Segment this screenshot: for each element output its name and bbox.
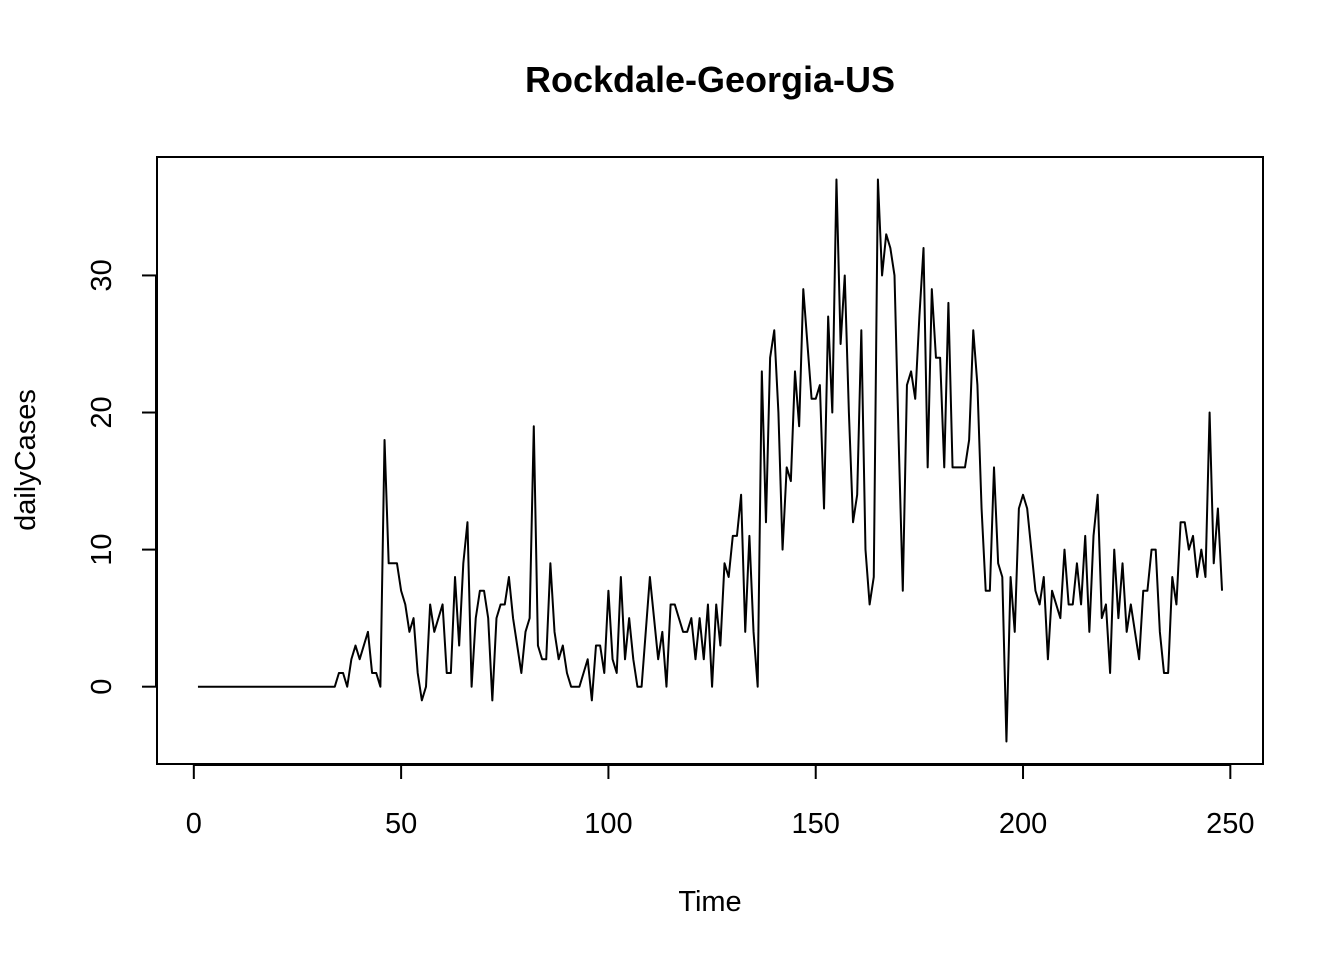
y-axis: 0 10 20 30 — [86, 259, 157, 695]
x-axis: 0 50 100 150 200 250 — [186, 764, 1255, 840]
y-tick-label: 20 — [86, 396, 118, 428]
y-tick-label: 30 — [86, 259, 118, 291]
x-tick-label: 150 — [792, 808, 840, 840]
plot-frame — [156, 156, 1264, 765]
y-tick-label: 10 — [86, 533, 118, 565]
x-axis-label: Time — [678, 886, 741, 918]
x-tick-label: 200 — [999, 808, 1047, 840]
chart-title: Rockdale-Georgia-US — [525, 59, 895, 100]
y-tick-label: 0 — [86, 679, 118, 695]
series-line-dailycases — [197, 178, 1224, 743]
y-axis-label: dailyCases — [10, 389, 42, 531]
x-tick-label: 0 — [186, 808, 202, 840]
x-tick-label: 50 — [385, 808, 417, 840]
x-tick-label: 100 — [584, 808, 632, 840]
x-tick-label: 250 — [1206, 808, 1254, 840]
